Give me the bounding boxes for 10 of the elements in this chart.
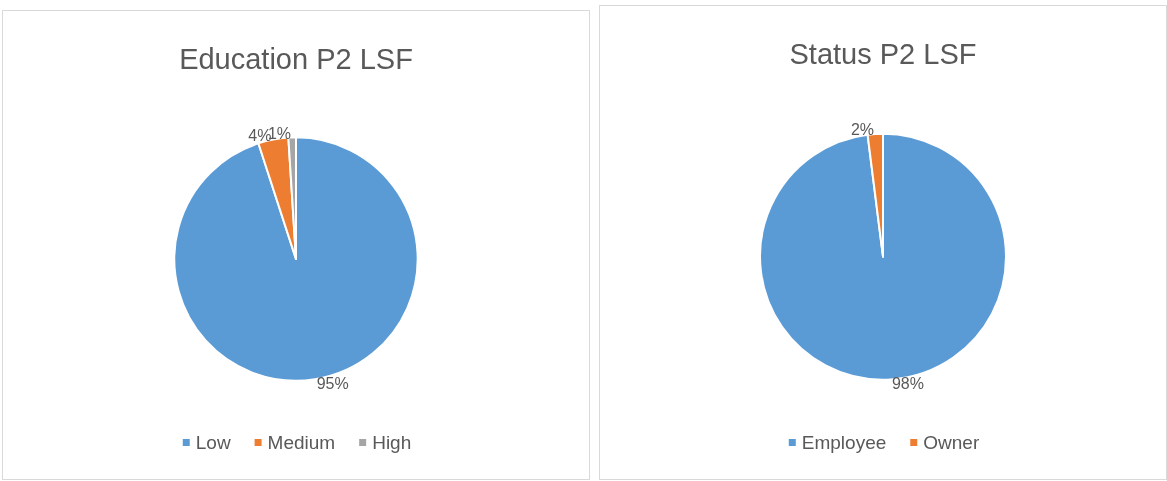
data-label: 98% — [891, 374, 924, 392]
data-label: 95% — [316, 374, 349, 392]
legend-label: Medium — [267, 432, 336, 453]
legend-label: Owner — [923, 432, 980, 453]
chart-title: Status P2 LSF — [789, 37, 977, 70]
legend-label: Employee — [801, 432, 887, 453]
data-label: 2% — [850, 121, 875, 139]
legend-label: High — [372, 432, 412, 453]
chart-title: Education P2 LSF — [179, 42, 413, 75]
legend-label: Low — [195, 432, 231, 453]
